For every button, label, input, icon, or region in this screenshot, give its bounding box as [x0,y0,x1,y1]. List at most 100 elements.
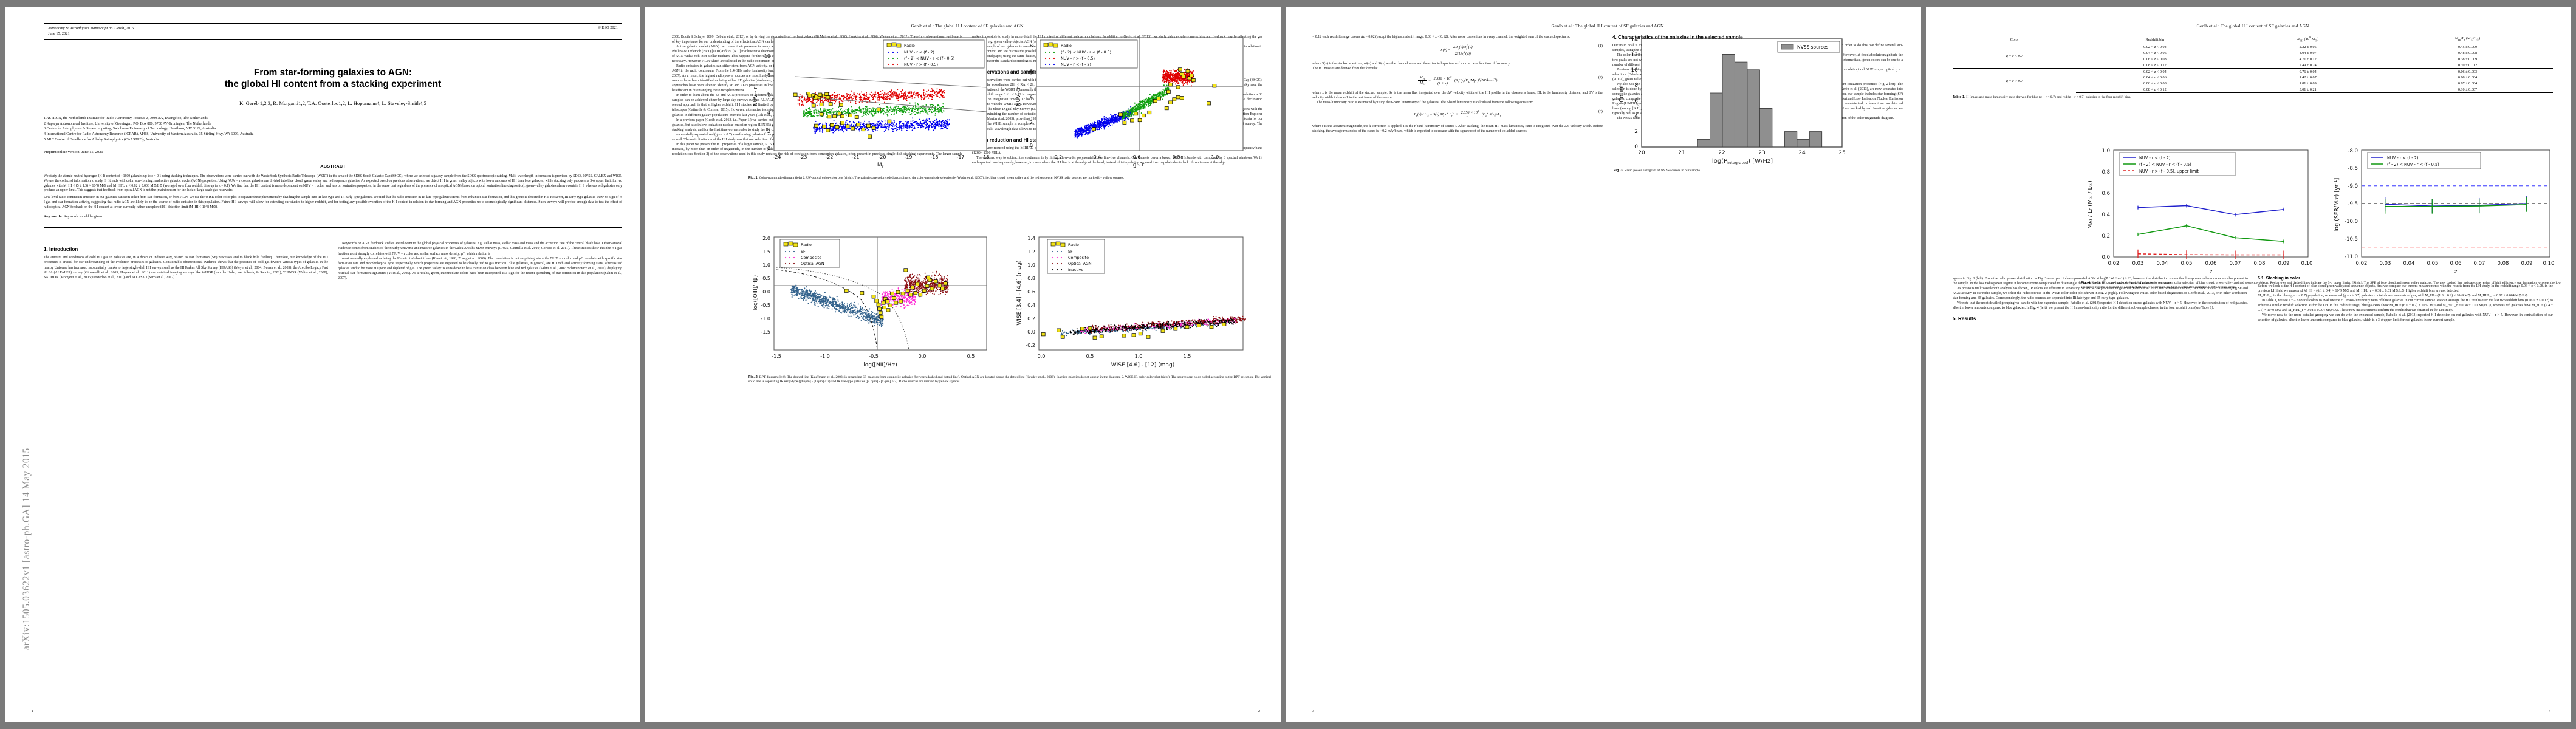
header-rule [44,227,622,228]
figure-4-caption-text: (Left): H I mass-luminosity ratio of gal… [2081,281,2561,290]
table-row: 0.04 < z < 0.06 1.42 ± 0.07 0.08 ± 0.004 [1953,75,2553,81]
page-3: Geréb et al.: The global H I content of … [1286,7,1921,722]
manuscript-line-2: June 15, 2021 [48,32,70,36]
fig4-left-legend: NUV - r < (f - 2) (f - 2) < NUV - r < (f… [2119,152,2236,176]
body-paragraph: agrees in Fig. 1 (left). From the radio … [1953,276,2248,286]
table-1: Color Redshift bin MHI (109 M☉) MHI/Lr (… [1953,34,2553,100]
svg-text:-23: -23 [799,154,807,160]
subsection-heading-stacking-in-color: 5.1. Stacking in color [2258,276,2301,281]
svg-text:2: 2 [1030,120,1033,125]
keywords-label: Key words. [44,215,63,219]
page-4-body: agrees in Fig. 1 (left). From the radio … [1953,276,2553,325]
equation-3: Lr(v) / L☉ = S(v) Mpc2 Lr-1 + 2.356 × 10… [1414,109,1603,120]
table-1-header-cell: MHI (109 M☉) [2233,34,2382,45]
fig4-right-ylabel: log (SFR/MHI) [yr-1] [2333,178,2340,232]
fig2-right-xlabel: WISE [4.6] - [12] (mag) [1111,362,1174,368]
table-group-label: g − r < 0.7 [1953,44,2077,69]
title-line-1: From star-forming galaxies to AGN: [253,67,413,78]
table-cell: 0.08 < z < 0.12 [2143,63,2167,67]
body-paragraph: < 0.12 each redshift range covers Δz = 0… [1312,35,1571,39]
table-cell: 1.42 ± 0.07 [2299,75,2317,80]
equation-1: S (v) = Σ Si(v)/σi2(v) Σ(1/σi2(v)) (1) [1440,44,1603,57]
svg-text:-17: -17 [956,154,964,160]
fig4-left-plot: 1.0 0.8 0.6 0.4 0.2 0.0 0.02 0.03 0.04 0… [2087,148,2312,275]
svg-text:4: 4 [1030,94,1033,100]
body-paragraph: Keywords on AGN feedback studies are rel… [338,242,622,256]
fig1-right-ylabel: NUV - r [1016,87,1022,106]
svg-text:-19: -19 [904,154,912,160]
svg-text:-16: -16 [981,154,989,160]
table-cell: 0.38 ± 0.009 [2458,57,2478,62]
svg-text:-24: -24 [773,154,781,160]
page-number: 4 [2549,710,2550,713]
page-number: 3 [1312,710,1314,713]
fig2-left-xlabel: log([NII]/Hα) [863,362,897,368]
svg-text:NUV - r > (f - 0.5): NUV - r > (f - 0.5) [1061,56,1095,61]
fig2-left-legend: Radio SF Composite Optical AGN [779,239,840,268]
manuscript-header: Astronomy & Astrophysics manuscript no. … [44,23,622,40]
affiliation-item: 2 Kapteyn Astronomical Institute, Univer… [44,122,211,126]
table-row: 0.06 < z < 0.08 1.81 ± 0.09 0.07 ± 0.004 [1953,81,2553,87]
figure-1-caption: Fig. 1. Color-magnitude diagram (left) 2… [748,176,1271,180]
table-1-caption: Table 1. H I mass and mass-luminosity ra… [1953,95,2553,100]
series-line [2137,253,2284,256]
table-cell: 0.07 ± 0.004 [2458,81,2478,86]
fig2-right-plot: 1.4 1.2 1.0 0.8 0.6 0.4 0.2 0.0 -0.2 0.0… [1016,236,1246,368]
figure-1-caption-text: Color-magnitude diagram (left) 2. UV-opt… [758,176,1125,180]
affiliation-list: 1 ASTRON, the Netherlands Institute for … [44,116,622,142]
series-line [2137,225,2284,242]
running-head: Geréb et al.: The global H I content of … [1551,23,1664,29]
svg-text:6: 6 [767,91,770,97]
affiliation-item: 3 Centre for Astrophysics & Supercomputi… [44,127,216,131]
svg-text:0.8: 0.8 [1173,154,1180,160]
fig4-right-plot: -8.0 -8.5 -9.0 -9.5 -10.0 -10.5 -11.0 0.… [2333,148,2554,275]
equation-2: MHI M☉ = 2.356 × 105 (1 + z) (Sv/Jy)(DL/Mp… [1312,75,1603,86]
svg-text:-20: -20 [878,154,886,160]
svg-text:2: 2 [767,129,770,134]
table-cell: 0.45 ± 0.009 [2382,44,2553,50]
svg-text:(f - 2) < NUV - r < (f - 0.5): (f - 2) < NUV - r < (f - 0.5) [1061,50,1111,55]
body-paragraph: most naturally explained as being the Ke… [338,256,622,280]
fig1-right-plot: 8 6 4 2 0 0.2 0.4 0.6 0.8 1.0 g - r NUV … [1016,37,1244,168]
abstract-paragraph: We study the atomic neutral hydrogen (H … [44,174,622,193]
table-row: g − r > 0.7 0.02 < z < 0.04 0.76 ± 0.04 0.0… [1953,68,2553,93]
table-row: 0.06 < z < 0.08 4.71 ± 0.12 0.38 ± 0.009 [1953,56,2553,63]
copyright-notice: © ESO 2021 [598,26,618,30]
fig2-left-plot: 2.0 1.5 1.0 0.5 0.0 -0.5 -1.0 -1.5 -1.5 … [753,236,987,368]
fig1-left-ylabel: NUV - r [753,87,759,106]
figure-2-caption: Fig. 2. BPT diagram (left). The dashed l… [748,375,1271,385]
histogram-bar [1710,92,1723,148]
body-paragraph: We move now to the more detailed groupin… [2258,313,2553,323]
figure-2-caption-text: BPT diagram (left). The dashed line (Kau… [748,375,1271,384]
figure-1-label: Fig. 1. [748,176,759,180]
histogram-bar [1784,131,1798,148]
body-paragraph: The H I masses are derived from the form… [1312,66,1378,70]
body-paragraph: The standard way to subtract the continu… [972,156,1262,165]
fig3-xlabel: log(PIntegrated) [W/Hz] [1712,158,1773,165]
svg-text:4: 4 [767,110,770,115]
figure-2-label: Fig. 2. [748,375,759,379]
fig2-left-ylabel: log([OIII]/Hβ) [753,275,759,310]
section-heading-introduction: 1. Introduction [44,247,78,253]
table-cell: 4.71 ± 0.12 [2299,57,2317,62]
figure-3: 14 12 10 8 6 4 2 0 20 21 22 23 24 25 log… [1614,33,1893,173]
table-cell: 0.08 < z < 0.12 [2076,86,2234,94]
table-row: 0.04 < z < 0.06 4.04 ± 0.07 0.48 ± 0.008 [1953,50,2553,56]
table-cell: 0.04 < z < 0.06 [2143,75,2167,80]
table-cell: 0.02 < z < 0.04 [2076,44,2234,50]
body-paragraph: We note that the most detailed grouping … [1953,301,2248,310]
figure-4-label: Fig. 4. [2081,281,2091,285]
table-cell: 0.02 < z < 0.04 [2076,68,2234,75]
svg-text:-22: -22 [825,154,833,160]
table-1-label: Table 1. [1953,95,1965,100]
body-paragraph: In Table 1, we see a z − r optical color… [2258,299,2553,313]
figure-4-caption: Fig. 4. (Left): H I mass-luminosity rati… [2081,281,2561,290]
svg-text:6: 6 [1030,69,1033,74]
svg-text:(f - 2) < NUV - r < (f - 0.5): (f - 2) < NUV - r < (f - 0.5) [904,56,954,61]
affiliation-item: 5 ARC Centre of Excellence for All-sky A… [44,137,159,142]
figure-3-caption-text: Radio power histogram of NVSS sources in… [1623,169,1701,173]
table-cell: 0.48 ± 0.008 [2458,51,2478,56]
section-heading-data-reduction: 3. Data reduction and HI stacking [972,137,1050,143]
body-paragraph: The mass-luminosity ratio is estimated b… [1317,101,1533,105]
